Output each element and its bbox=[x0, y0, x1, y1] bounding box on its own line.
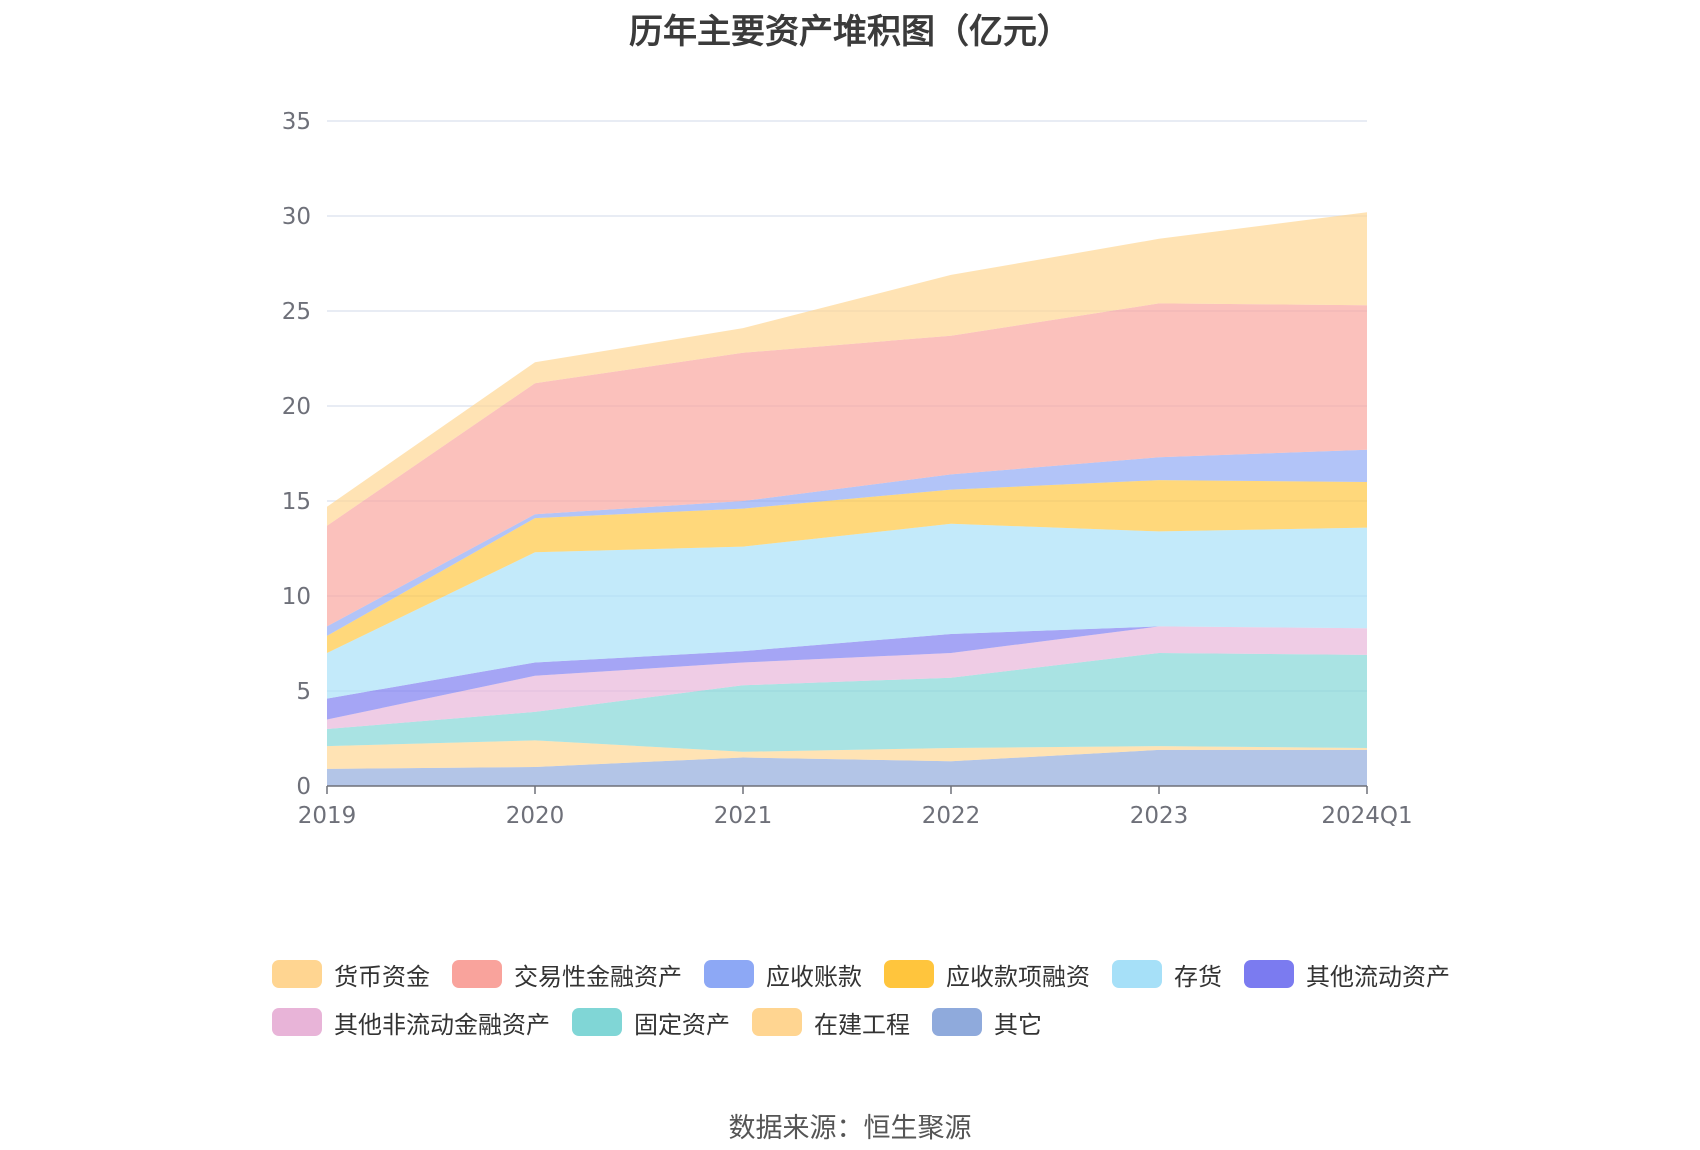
legend-item[interactable]: 应收账款 bbox=[704, 957, 862, 992]
legend-label: 固定资产 bbox=[634, 1010, 730, 1039]
area-series-货币资金 bbox=[327, 212, 1367, 526]
y-tick-label: 15 bbox=[282, 489, 311, 515]
legend-label: 其它 bbox=[994, 1010, 1042, 1039]
legend-item[interactable]: 货币资金 bbox=[272, 957, 430, 992]
area-series-交易性金融资产 bbox=[327, 303, 1367, 627]
legend-swatch bbox=[1244, 960, 1294, 988]
legend-swatch bbox=[272, 960, 322, 988]
legend-label: 存货 bbox=[1174, 962, 1222, 991]
legend-item[interactable]: 其它 bbox=[932, 1005, 1042, 1040]
y-tick-label: 5 bbox=[296, 679, 311, 705]
y-tick-label: 10 bbox=[282, 584, 311, 610]
data-source-note: 数据来源：恒生聚源 bbox=[728, 1113, 972, 1144]
y-tick-label: 25 bbox=[282, 299, 311, 325]
legend-item[interactable]: 其他非流动金融资产 bbox=[272, 1005, 550, 1040]
legend: 货币资金 交易性金融资产 应收账款 应收款项融资 存货 其他流动资产 其他非流动金融资产 固… bbox=[272, 950, 1472, 1046]
x-tick-label: 2020 bbox=[506, 803, 565, 829]
legend-item[interactable]: 应收款项融资 bbox=[884, 957, 1090, 992]
legend-label: 在建工程 bbox=[814, 1010, 910, 1039]
area-series-应收账款 bbox=[327, 449, 1367, 636]
legend-item[interactable]: 交易性金融资产 bbox=[452, 957, 682, 992]
area-series-其它 bbox=[327, 749, 1367, 786]
legend-swatch bbox=[452, 960, 502, 988]
area-series bbox=[327, 212, 1367, 786]
area-series-在建工程 bbox=[327, 740, 1367, 769]
legend-row: 货币资金 交易性金融资产 应收账款 应收款项融资 存货 其他流动资产 bbox=[272, 950, 1472, 998]
x-tick-label: 2023 bbox=[1130, 803, 1189, 829]
area-series-应收款项融资 bbox=[327, 480, 1367, 653]
y-tick-label: 20 bbox=[282, 394, 311, 420]
x-tick-label: 2019 bbox=[298, 803, 357, 829]
legend-label: 其他非流动金融资产 bbox=[334, 1010, 550, 1039]
axes: 0 5 10 15 20 25 30 35 2019 2020 2021 2022 2023 2024Q1 bbox=[282, 109, 1413, 829]
legend-swatch bbox=[752, 1008, 802, 1036]
area-series-其他流动资产 bbox=[327, 626, 1367, 720]
y-tick-label: 35 bbox=[282, 109, 311, 135]
legend-swatch bbox=[272, 1008, 322, 1036]
legend-label: 应收账款 bbox=[766, 962, 862, 991]
y-tick-label: 30 bbox=[282, 204, 311, 230]
legend-swatch bbox=[704, 960, 754, 988]
chart-title: 历年主要资产堆积图（亿元） bbox=[629, 12, 1071, 52]
legend-swatch bbox=[884, 960, 934, 988]
legend-item[interactable]: 在建工程 bbox=[752, 1005, 910, 1040]
legend-label: 其他流动资产 bbox=[1306, 962, 1450, 991]
x-tick-label: 2024Q1 bbox=[1321, 803, 1412, 829]
area-series-存货 bbox=[327, 523, 1367, 699]
legend-item[interactable]: 存货 bbox=[1112, 957, 1222, 992]
legend-item[interactable]: 其他流动资产 bbox=[1244, 957, 1450, 992]
legend-row: 其他非流动金融资产 固定资产 在建工程 其它 bbox=[272, 998, 1472, 1046]
legend-swatch bbox=[932, 1008, 982, 1036]
legend-swatch bbox=[1112, 960, 1162, 988]
legend-label: 交易性金融资产 bbox=[514, 962, 682, 991]
legend-swatch bbox=[572, 1008, 622, 1036]
legend-label: 货币资金 bbox=[334, 962, 430, 991]
y-tick-label: 0 bbox=[296, 774, 311, 800]
legend-label: 应收款项融资 bbox=[946, 962, 1090, 991]
area-series-其他非流动金融资产 bbox=[327, 626, 1367, 729]
area-series-固定资产 bbox=[327, 653, 1367, 752]
x-tick-label: 2021 bbox=[714, 803, 773, 829]
x-tick-label: 2022 bbox=[922, 803, 981, 829]
legend-item[interactable]: 固定资产 bbox=[572, 1005, 730, 1040]
